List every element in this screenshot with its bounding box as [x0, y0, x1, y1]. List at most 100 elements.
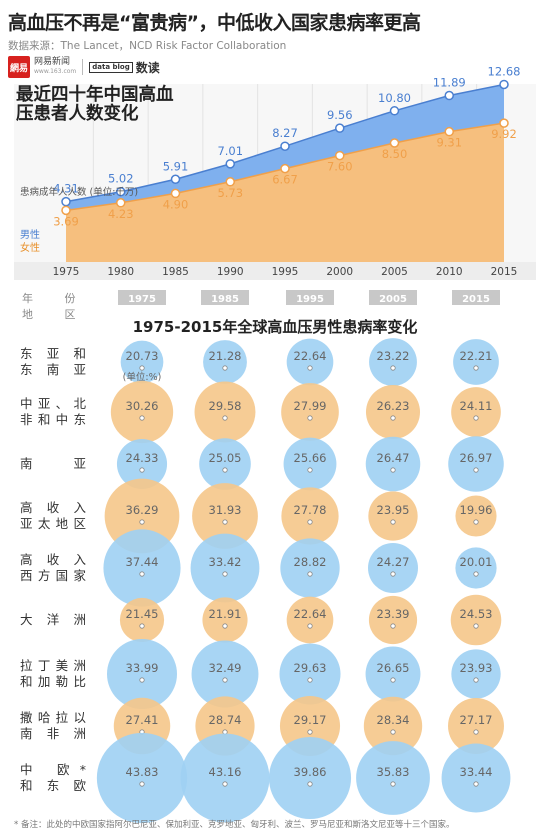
year-tab	[118, 290, 166, 305]
year-tab	[201, 290, 249, 305]
x-tick-label: 2000	[326, 266, 353, 278]
region-label: 东 亚 和东 南 亚	[20, 346, 86, 378]
data-label-male: 5.02	[108, 172, 134, 186]
region-label: 撒哈拉以南 非 洲	[20, 710, 86, 742]
bubble-value-label: 25.05	[209, 451, 242, 465]
region-label-line: 拉丁美洲	[20, 658, 86, 673]
bubble-value-label: 29.58	[209, 399, 242, 413]
data-label-female: 4.90	[163, 197, 189, 211]
bubble-center-dot	[307, 623, 313, 629]
bubble-value-label: 31.93	[209, 503, 242, 517]
region-label-line: 西方国家	[20, 568, 86, 583]
region-label: 南 亚	[20, 456, 86, 472]
bubble-value-label: 23.39	[377, 607, 410, 621]
x-tick-label: 2010	[436, 266, 463, 278]
x-axis-strip	[14, 262, 536, 280]
bubble-value-label: 32.49	[209, 661, 242, 675]
bubble	[451, 387, 501, 437]
netease-logo: 網易	[8, 56, 30, 78]
bubble-center-dot	[139, 365, 145, 371]
bubble-value-label: 37.44	[126, 555, 159, 569]
bubble-center-dot	[307, 365, 313, 371]
bubble	[363, 696, 423, 756]
region-label-line: 和 东 欧	[20, 778, 86, 793]
bubble-center-dot	[139, 623, 145, 629]
point-male	[444, 90, 454, 101]
data-label-male: 5.91	[163, 159, 189, 173]
bubble-center-dot	[222, 781, 228, 787]
bubble-center-dot	[473, 415, 479, 421]
bubble-center-dot	[473, 781, 479, 787]
bubble	[448, 436, 504, 492]
bubble	[199, 438, 251, 490]
bubble-value-label: 33.42	[209, 555, 242, 569]
x-tick-label: 1980	[107, 266, 134, 278]
bubble-value-label: 22.64	[294, 607, 327, 621]
bubble	[96, 732, 188, 824]
bubble-center-dot	[307, 415, 313, 421]
bubble-center-dot	[473, 467, 479, 473]
bubble-center-dot	[139, 415, 145, 421]
bubble	[281, 487, 339, 545]
bubble	[451, 649, 501, 699]
bubble	[286, 596, 334, 644]
bubble-center-dot	[139, 781, 145, 787]
point-male	[499, 79, 509, 90]
bubble	[356, 741, 430, 815]
bubble-value-label: 19.96	[460, 503, 493, 517]
bubble-value-label: 21.28	[209, 349, 242, 363]
bubble-value-label: 26.97	[460, 451, 493, 465]
region-label: 中 欧* 和 东 欧	[20, 762, 86, 794]
footnote: * 备注：此处的中欧国家指阿尔巴尼亚、保加利亚、克罗地亚、匈牙利、波兰、罗马尼亚…	[14, 820, 455, 830]
point-female	[225, 177, 235, 187]
x-tick-label: 1985	[162, 266, 189, 278]
region-label-line: 非和中东	[20, 412, 86, 427]
page-title: 高血压不再是“富贵病”，中低收入国家患病率更高	[8, 12, 421, 34]
year-tab-label: 2015	[462, 294, 490, 305]
bubble-center-dot	[390, 519, 396, 525]
year-tab-label: 1975	[128, 294, 156, 305]
area-chart: 4.31 5.02 5.91 7.01 8.27 9.56 10.80 11.89 12.68 3…	[14, 64, 536, 280]
bubble	[203, 340, 247, 384]
data-label-male: 4.31	[53, 182, 79, 196]
point-male	[225, 159, 235, 169]
bubble-value-label: 23.95	[377, 503, 410, 517]
bubble-value-label: 26.47	[377, 451, 410, 465]
bubble-value-label: 43.16	[209, 765, 242, 779]
year-header-label: 年 份	[22, 292, 90, 305]
bubble-value-label: 23.22	[377, 349, 410, 363]
data-label-female: 5.73	[217, 186, 243, 200]
region-label-line: 和加勒比	[20, 674, 86, 689]
bubble-center-dot	[307, 781, 313, 787]
x-tick-label: 1990	[217, 266, 244, 278]
region-label-line: 高 收 入	[20, 552, 86, 567]
bubble	[280, 538, 340, 598]
bubble-center-dot	[390, 467, 396, 473]
year-tab-label: 2005	[379, 294, 407, 305]
bubble-center-dot	[390, 571, 396, 577]
bubble-center-dot	[222, 519, 228, 525]
bubble-value-label: 20.01	[460, 555, 493, 569]
series-label-female: 女性	[20, 243, 40, 254]
bubble-value-label: 20.73	[126, 349, 159, 363]
bubble	[448, 698, 504, 754]
bubble-value-label: 27.78	[294, 503, 327, 517]
bubble-value-label: 33.44	[460, 765, 493, 779]
bubble	[116, 438, 168, 490]
region-label-line: 撒哈拉以	[20, 710, 86, 725]
bubble-value-label: 23.93	[460, 661, 493, 675]
data-label-male: 10.80	[378, 91, 411, 105]
region-label-line: 大 洋 洲	[20, 612, 86, 627]
bubble-value-label: 29.63	[294, 661, 327, 675]
area-chart-title: 最近四十年中国高血压患者人数变化	[16, 85, 174, 124]
bubble-center-dot	[222, 729, 228, 735]
bubble-value-label: 22.21	[460, 349, 493, 363]
bubble-center-dot	[390, 677, 396, 683]
bubble-center-dot	[139, 571, 145, 577]
bubble-center-dot	[473, 729, 479, 735]
region-label-line: 中 欧*	[20, 762, 86, 777]
bubble-center-dot	[307, 467, 313, 473]
bubble	[368, 543, 418, 593]
data-label-male: 7.01	[217, 144, 243, 158]
bubble-value-label: 28.82	[294, 555, 327, 569]
